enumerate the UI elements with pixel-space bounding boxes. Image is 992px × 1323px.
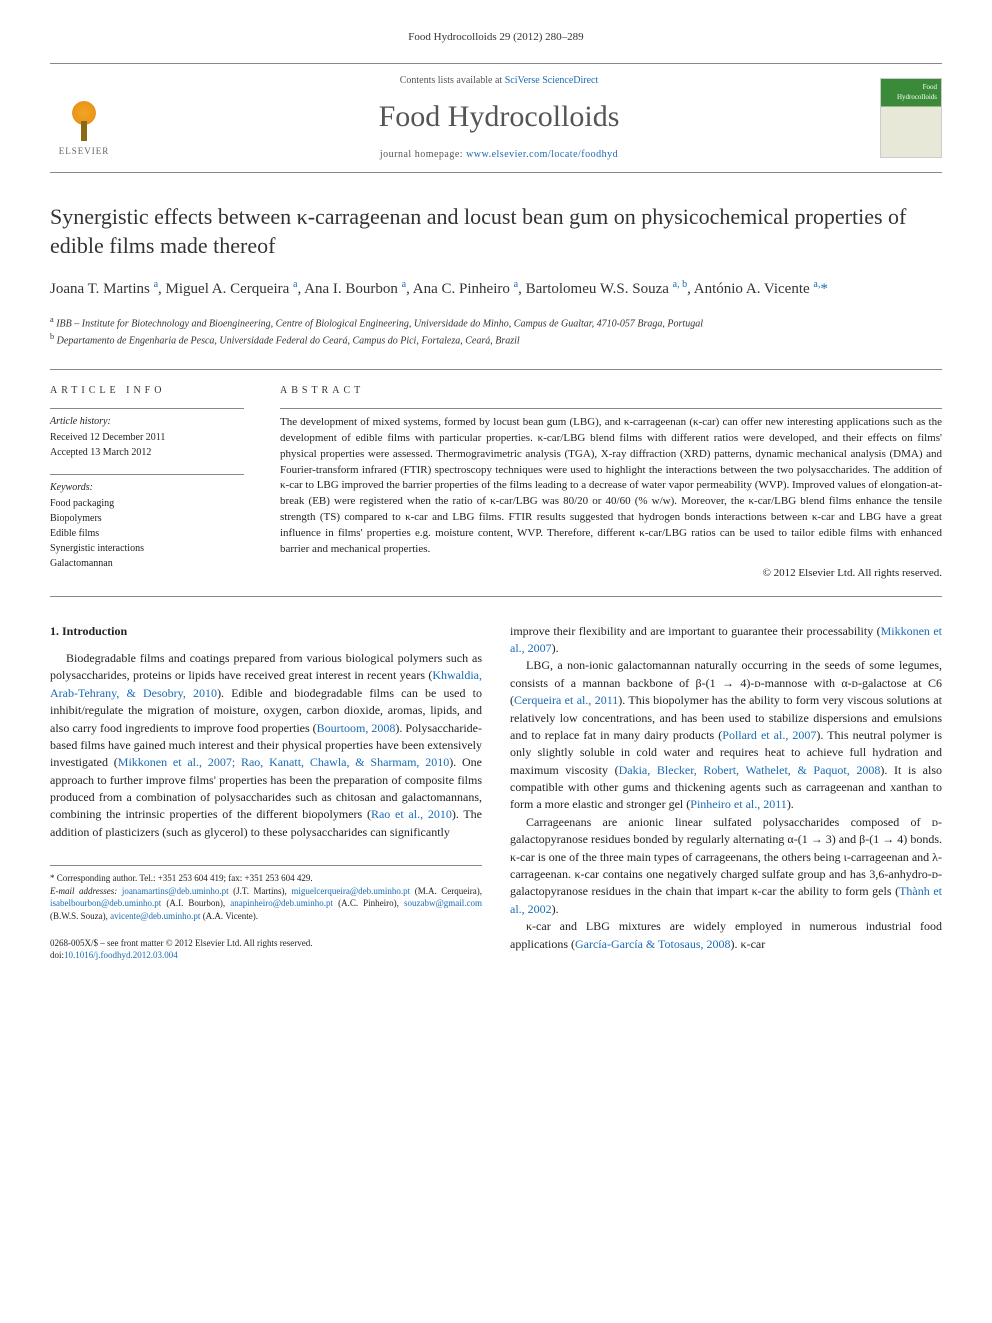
email-addresses: E-mail addresses: joanamartins@deb.uminh… (50, 885, 482, 923)
keyword: Edible films (50, 527, 244, 541)
journal-name: Food Hydrocolloids (118, 96, 880, 138)
affiliations: a IBB – Institute for Biotechnology and … (50, 314, 942, 349)
accepted-date: Accepted 13 March 2012 (50, 446, 244, 460)
homepage-line: journal homepage: www.elsevier.com/locat… (118, 148, 880, 162)
doi-line: doi:10.1016/j.foodhyd.2012.03.004 (50, 949, 482, 962)
publisher-name: ELSEVIER (59, 145, 110, 158)
affiliation-a: a IBB – Institute for Biotechnology and … (50, 314, 942, 331)
email-link[interactable]: avicente@deb.uminho.pt (110, 911, 200, 921)
abstract-column: ABSTRACT The development of mixed system… (260, 370, 942, 596)
elsevier-tree-icon (59, 93, 109, 143)
keyword: Food packaging (50, 497, 244, 511)
intro-paragraph-3: Carrageenans are anionic linear sulfated… (510, 814, 942, 918)
section-heading-introduction: 1. Introduction (50, 623, 482, 640)
header-center: Contents lists available at SciVerse Sci… (118, 74, 880, 162)
intro-paragraph-2: LBG, a non-ionic galactomannan naturally… (510, 657, 942, 814)
citation[interactable]: Cerqueira et al., 2011 (514, 693, 618, 707)
keywords-label: Keywords: (50, 481, 244, 495)
email-label: E-mail addresses: (50, 886, 117, 896)
abstract-copyright: © 2012 Elsevier Ltd. All rights reserved… (280, 566, 942, 581)
citation[interactable]: Mikkonen et al., 2007; Rao, Kanatt, Chaw… (118, 755, 449, 769)
journal-header: ELSEVIER Contents lists available at Sci… (50, 63, 942, 173)
email-link[interactable]: miguelcerqueira@deb.uminho.pt (291, 886, 410, 896)
abstract-text: The development of mixed systems, formed… (280, 408, 942, 558)
intro-paragraph-1: Biodegradable films and coatings prepare… (50, 650, 482, 841)
journal-cover-thumbnail: Food Hydrocolloids (880, 78, 942, 158)
email-link[interactable]: anapinheiro@deb.uminho.pt (230, 898, 333, 908)
corresponding-author-footer: * Corresponding author. Tel.: +351 253 6… (50, 865, 482, 922)
doi-block: 0268-005X/$ – see front matter © 2012 El… (50, 937, 482, 962)
corresponding-author-line: * Corresponding author. Tel.: +351 253 6… (50, 872, 482, 885)
homepage-link[interactable]: www.elsevier.com/locate/foodhyd (466, 149, 618, 160)
contents-prefix: Contents lists available at (400, 75, 505, 86)
citation[interactable]: Pollard et al., 2007 (722, 728, 816, 742)
article-title: Synergistic effects between κ-carrageena… (50, 203, 942, 260)
email-link[interactable]: joanamartins@deb.uminho.pt (122, 886, 229, 896)
homepage-prefix: journal homepage: (380, 149, 466, 160)
abstract-label: ABSTRACT (280, 384, 942, 398)
article-info-label: ARTICLE INFO (50, 384, 244, 398)
front-matter-line: 0268-005X/$ – see front matter © 2012 El… (50, 937, 482, 950)
keywords-block: Keywords: Food packagingBiopolymersEdibl… (50, 474, 244, 571)
journal-reference: Food Hydrocolloids 29 (2012) 280–289 (50, 30, 942, 45)
keyword: Synergistic interactions (50, 542, 244, 556)
email-link[interactable]: isabelbourbon@deb.uminho.pt (50, 898, 161, 908)
citation[interactable]: García-García & Totosaus, 2008 (575, 937, 731, 951)
elsevier-logo: ELSEVIER (50, 79, 118, 157)
cover-title: Food Hydrocolloids (881, 83, 937, 103)
citation[interactable]: Dakia, Blecker, Robert, Wathelet, & Paqu… (619, 763, 881, 777)
author-list: Joana T. Martins a, Miguel A. Cerqueira … (50, 277, 942, 301)
history-label: Article history: (50, 415, 244, 429)
citation[interactable]: Rao et al., 2010 (371, 807, 452, 821)
info-abstract-block: ARTICLE INFO Article history: Received 1… (50, 369, 942, 597)
body-columns: 1. Introduction Biodegradable films and … (50, 623, 942, 962)
citation[interactable]: Bourtoom, 2008 (317, 721, 396, 735)
affiliation-b: b Departamento de Engenharia de Pesca, U… (50, 331, 942, 348)
intro-paragraph-1-cont: improve their flexibility and are import… (510, 623, 942, 658)
email-link[interactable]: souzabw@gmail.com (404, 898, 482, 908)
contents-available-line: Contents lists available at SciVerse Sci… (118, 74, 880, 88)
doi-link[interactable]: 10.1016/j.foodhyd.2012.03.004 (64, 950, 178, 960)
right-column: improve their flexibility and are import… (510, 623, 942, 962)
citation[interactable]: Pinheiro et al., 2011 (690, 797, 787, 811)
intro-paragraph-4: κ-car and LBG mixtures are widely employ… (510, 918, 942, 953)
article-info-column: ARTICLE INFO Article history: Received 1… (50, 370, 260, 596)
keyword: Galactomannan (50, 557, 244, 571)
received-date: Received 12 December 2011 (50, 431, 244, 445)
sciencedirect-link[interactable]: SciVerse ScienceDirect (505, 75, 599, 86)
keyword: Biopolymers (50, 512, 244, 526)
left-column: 1. Introduction Biodegradable films and … (50, 623, 482, 962)
history-block: Article history: Received 12 December 20… (50, 408, 244, 460)
